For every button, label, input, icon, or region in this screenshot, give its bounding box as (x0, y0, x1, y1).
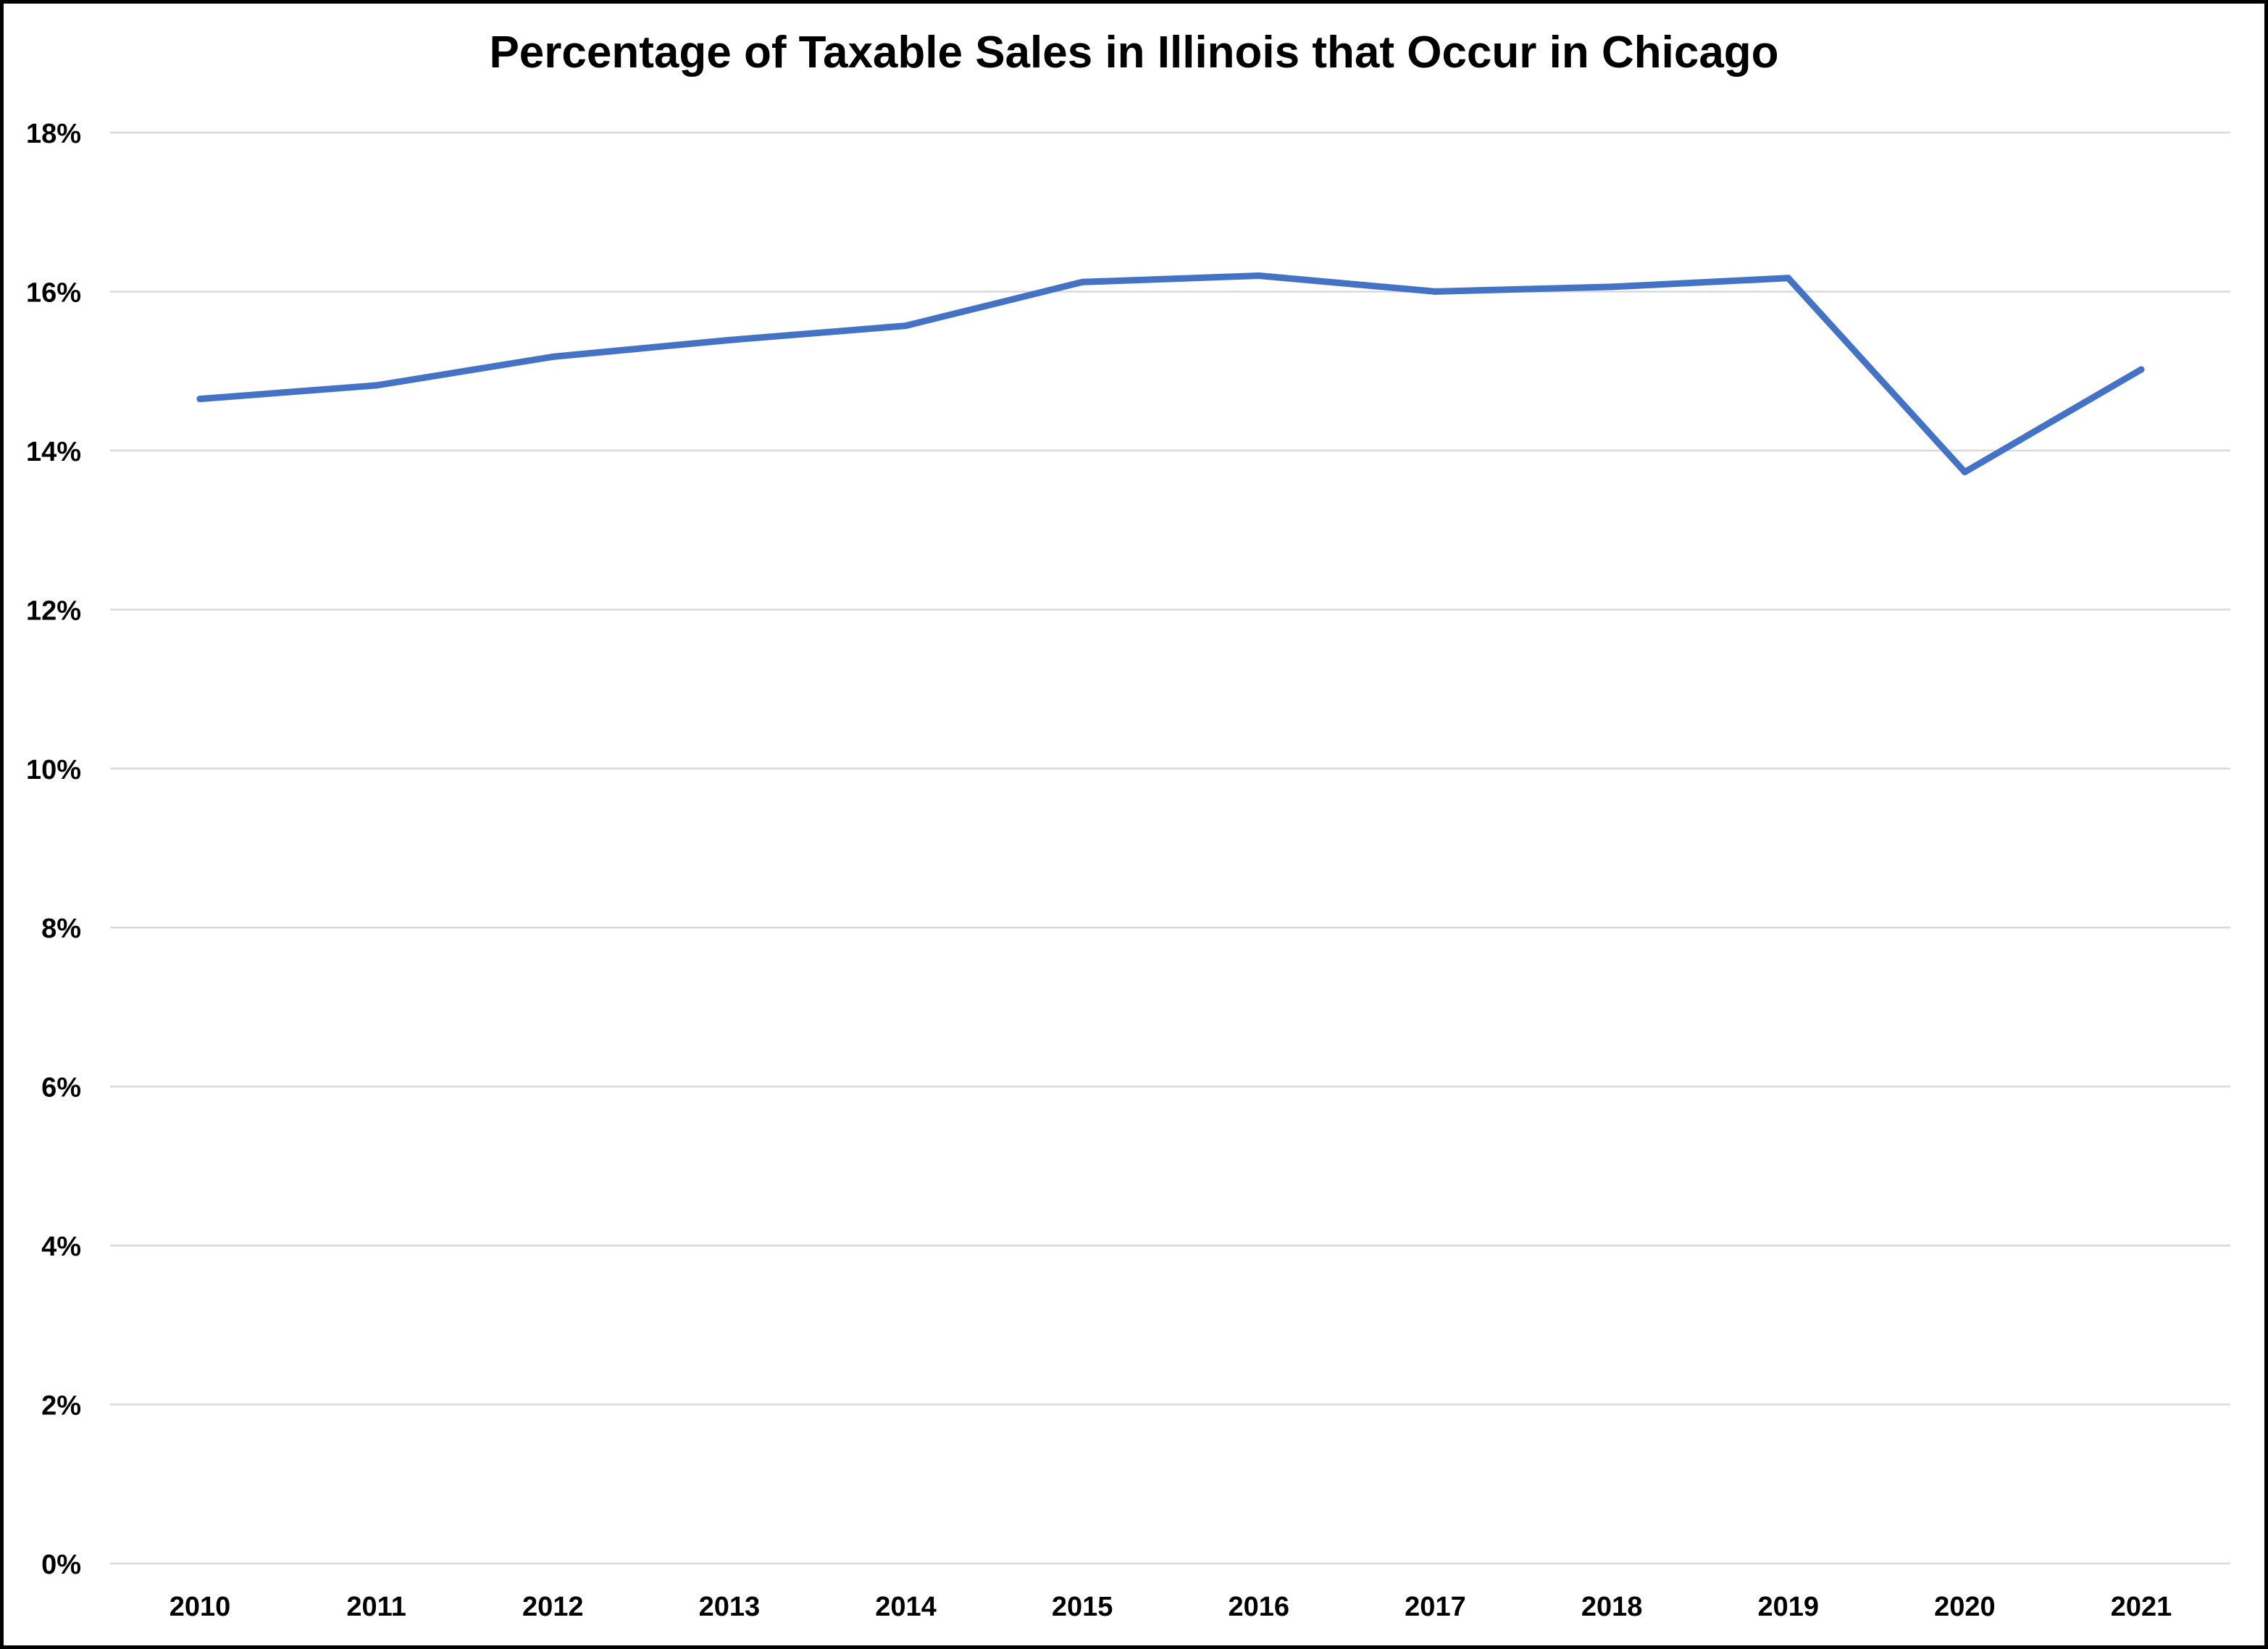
data-point (2138, 366, 2145, 373)
x-tick-label: 2021 (2111, 1592, 2172, 1622)
x-tick-label: 2019 (1757, 1592, 1819, 1622)
x-tick-label: 2015 (1052, 1592, 1113, 1622)
y-tick-label: 0% (41, 1550, 81, 1580)
y-tick-label: 12% (26, 596, 81, 626)
y-tick-label: 14% (26, 437, 81, 467)
data-point (549, 353, 556, 360)
data-point (1785, 275, 1792, 282)
data-point (196, 396, 204, 403)
x-tick-label: 2017 (1405, 1592, 1466, 1622)
y-tick-label: 16% (26, 277, 81, 308)
x-tick-label: 2011 (346, 1592, 406, 1622)
chart-title: Percentage of Taxable Sales in Illinois … (489, 28, 1779, 78)
data-point (903, 322, 910, 330)
data-point (1255, 272, 1263, 279)
x-tick-label: 2014 (875, 1592, 937, 1622)
x-tick-label: 2010 (170, 1592, 231, 1622)
series-line (196, 272, 2145, 475)
data-point (1431, 288, 1439, 295)
gridlines (110, 131, 2230, 1565)
y-tick-label: 6% (41, 1073, 81, 1103)
x-tick-label: 2016 (1229, 1592, 1290, 1622)
x-tick-label: 2012 (522, 1592, 584, 1622)
series-layer (196, 272, 2145, 476)
y-tick-label: 2% (41, 1391, 81, 1422)
y-axis-ticks: 0% 2% 4% 6% 8% 10% 12% 14% 16% 18% (26, 119, 81, 1580)
data-point (726, 336, 733, 343)
x-tick-label: 2013 (699, 1592, 761, 1622)
y-tick-label: 10% (26, 755, 81, 785)
x-axis-ticks: 2010 2011 2012 2013 2014 2015 2016 2017 2018 2019… (170, 1592, 2172, 1622)
y-tick-label: 8% (41, 914, 81, 944)
data-point (373, 382, 380, 389)
y-tick-label: 18% (26, 119, 81, 149)
y-tick-label: 4% (41, 1232, 81, 1262)
data-point (1608, 283, 1615, 291)
data-point (1079, 278, 1086, 285)
data-point (1961, 469, 1968, 476)
x-tick-label: 2018 (1581, 1592, 1643, 1622)
x-tick-label: 2020 (1934, 1592, 1996, 1622)
